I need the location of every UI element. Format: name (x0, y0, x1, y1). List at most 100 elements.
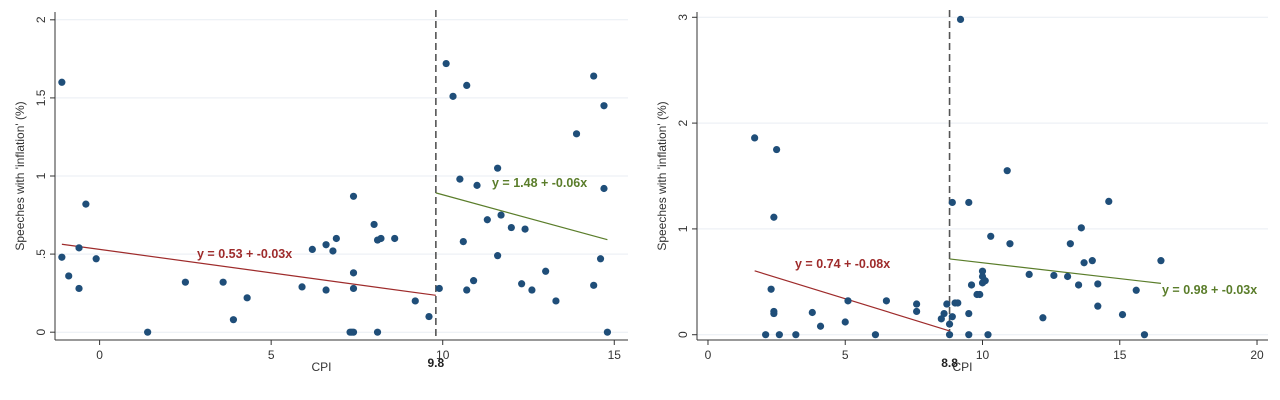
y-tick-label: 0 (34, 329, 48, 336)
x-axis-title: CPI (311, 360, 331, 374)
data-point (349, 192, 358, 200)
data-point (1066, 240, 1074, 248)
fit-equation-label-left: y = 0.74 + -0.08x (795, 257, 890, 271)
data-point (775, 331, 783, 339)
data-point (58, 78, 66, 86)
data-point (92, 255, 100, 263)
fit-equation-label-right: y = 1.48 + -0.06x (492, 176, 587, 190)
y-tick-label: 1 (676, 225, 690, 232)
data-point (528, 286, 536, 294)
data-point (773, 145, 781, 154)
data-point (449, 92, 457, 100)
data-point (948, 198, 956, 207)
y-tick-label: 0 (676, 331, 690, 338)
fit-line-right (949, 258, 1162, 284)
x-axis-title: CPI (952, 360, 972, 374)
data-point (590, 281, 598, 289)
x-tick-label: 10 (436, 348, 450, 362)
data-point (948, 313, 956, 321)
data-point (377, 234, 385, 243)
data-point (965, 309, 973, 318)
data-point (816, 322, 825, 330)
data-point (1088, 257, 1096, 265)
data-point (494, 164, 502, 172)
data-point (1094, 280, 1102, 288)
data-point (1050, 271, 1058, 280)
chart-panel-1: 0 .5 1 1.5 2 0 5 10 15 CPI Speeches with 'inflatio… (13, 10, 628, 374)
threshold-label: 8.8 (941, 356, 958, 370)
data-point (572, 130, 581, 138)
data-point (322, 286, 330, 294)
fit-equation-label-left: y = 0.53 + -0.03x (197, 247, 292, 261)
data-point (954, 299, 962, 307)
data-point (463, 81, 471, 90)
data-point (322, 241, 330, 249)
data-point (349, 284, 358, 293)
data-point (976, 290, 984, 299)
y-tick-label: .5 (34, 249, 48, 259)
data-point (463, 286, 471, 294)
data-point (603, 328, 612, 336)
data-point (792, 331, 800, 339)
data-point (349, 269, 358, 277)
data-point (596, 255, 605, 263)
data-point (967, 281, 976, 289)
data-point (58, 253, 66, 261)
data-point (65, 272, 73, 280)
data-point (542, 267, 550, 275)
x-tick-label: 0 (705, 348, 712, 362)
data-point (945, 320, 954, 328)
data-point (1006, 240, 1014, 248)
data-point (981, 277, 989, 285)
data-point (965, 198, 973, 207)
data-point (1140, 331, 1149, 339)
data-point (483, 216, 491, 224)
data-point (494, 252, 502, 260)
x-tick-label: 20 (1250, 348, 1264, 362)
data-point (940, 309, 948, 318)
y-tick-label: 3 (676, 14, 690, 21)
data-point (913, 307, 921, 316)
data-point (332, 234, 340, 243)
data-point (762, 331, 770, 339)
data-point (1003, 167, 1011, 175)
data-point (1132, 286, 1140, 294)
data-point (882, 297, 891, 305)
data-point (507, 223, 515, 232)
data-point (425, 312, 433, 321)
chart-panel-2: 0 1 2 3 0 5 10 15 20 CPI Speeches with 'inflation'… (655, 10, 1268, 374)
fit-equation-label-right: y = 0.98 + -0.03x (1162, 283, 1257, 297)
data-point (329, 247, 337, 255)
data-point (144, 328, 152, 336)
data-point (943, 300, 951, 308)
x-tick-label: 5 (842, 348, 849, 362)
data-point (984, 331, 992, 339)
y-axis-title: Speeches with 'inflation' (%) (13, 101, 27, 250)
data-point (521, 225, 529, 233)
data-point (871, 331, 880, 339)
data-point (349, 328, 358, 336)
data-point (243, 294, 251, 302)
data-point (411, 297, 419, 305)
data-point (945, 331, 954, 339)
data-point (456, 175, 464, 183)
data-point (770, 213, 778, 221)
data-point (473, 181, 481, 189)
data-point (841, 318, 849, 326)
data-point (808, 308, 816, 317)
data-point (469, 277, 478, 285)
data-point (1094, 302, 1102, 310)
data-point (373, 328, 382, 336)
data-point (1157, 257, 1165, 265)
data-point (751, 134, 759, 142)
data-point (978, 267, 987, 275)
data-point (391, 234, 399, 243)
data-point (965, 331, 973, 339)
data-point (913, 300, 921, 308)
threshold-label: 9.8 (428, 356, 445, 370)
data-point (1025, 270, 1033, 278)
y-tick-label: 1.5 (34, 89, 48, 106)
data-point (459, 238, 467, 246)
